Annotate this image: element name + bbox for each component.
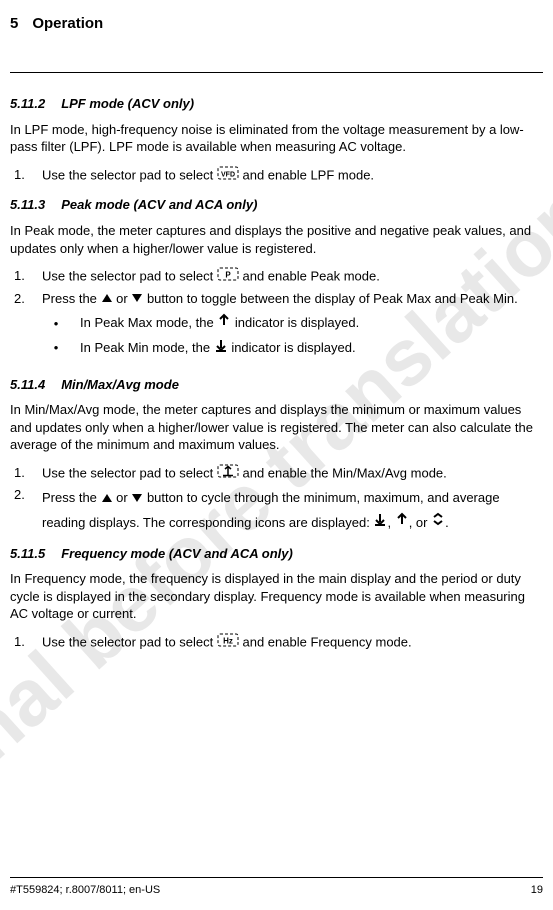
step-text: , xyxy=(387,515,394,530)
step-body: Press the or button to cycle through the… xyxy=(42,486,543,535)
step-text: . xyxy=(445,515,449,530)
header-rule xyxy=(10,72,543,73)
step-text: Use the selector pad to select xyxy=(42,466,217,481)
section-title: Frequency mode (ACV and ACA only) xyxy=(61,545,293,563)
step-number: 1. xyxy=(10,166,32,184)
step-text: or xyxy=(116,291,131,306)
step-text: , or xyxy=(409,515,431,530)
section-title: Min/Max/Avg mode xyxy=(61,376,179,394)
list-item: 1. Use the selector pad to select P and … xyxy=(10,267,543,288)
list-item: • In Peak Max mode, the indicator is dis… xyxy=(42,314,543,333)
step-body: Use the selector pad to select and enabl… xyxy=(42,464,543,485)
section-paragraph: In LPF mode, high-frequency noise is eli… xyxy=(10,121,543,156)
step-text: and enable LPF mode. xyxy=(243,168,375,183)
step-text: button to toggle between the display of … xyxy=(147,291,518,306)
down-triangle-icon xyxy=(131,290,143,308)
section-number: 5.11.3 xyxy=(10,196,45,214)
step-number: 1. xyxy=(10,633,32,651)
chapter-title: Operation xyxy=(32,14,103,34)
bullet-dot: • xyxy=(42,339,70,357)
up-triangle-icon xyxy=(101,487,113,510)
section-title: Peak mode (ACV and ACA only) xyxy=(61,196,257,214)
down-triangle-icon xyxy=(131,487,143,510)
bullet-text: In Peak Max mode, the xyxy=(80,315,217,330)
section-paragraph: In Min/Max/Avg mode, the meter captures … xyxy=(10,401,543,454)
section-heading-lpf: 5.11.2 LPF mode (ACV only) xyxy=(10,95,543,113)
section-paragraph: In Peak mode, the meter captures and dis… xyxy=(10,222,543,257)
step-text: Use the selector pad to select xyxy=(42,635,217,650)
bullet-list: • In Peak Max mode, the indicator is dis… xyxy=(42,314,543,358)
step-number: 2. xyxy=(10,290,32,308)
section-number: 5.11.2 xyxy=(10,95,45,113)
min-icon xyxy=(373,510,387,533)
doc-id: #T559824; r.8007/8011; en-US xyxy=(10,883,160,898)
step-text: or xyxy=(116,490,131,505)
chapter-number: 5 xyxy=(10,14,18,34)
list-item: 1. Use the selector pad to select VFD an… xyxy=(10,166,543,187)
svg-text:VFD: VFD xyxy=(221,171,235,178)
footer-rule xyxy=(10,877,543,878)
section-title: LPF mode (ACV only) xyxy=(61,95,194,113)
step-list: 1. Use the selector pad to select and en… xyxy=(10,464,543,535)
step-number: 1. xyxy=(10,267,32,285)
list-item: 2. Press the or button to toggle between… xyxy=(10,290,543,366)
bullet-text: indicator is displayed. xyxy=(231,340,355,355)
bullet-text: indicator is displayed. xyxy=(235,315,359,330)
hz-icon: Hz xyxy=(217,632,239,653)
list-item: • In Peak Min mode, the indicator is xyxy=(42,339,543,358)
peak-icon: P xyxy=(217,266,239,287)
section-heading-peak: 5.11.3 Peak mode (ACV and ACA only) xyxy=(10,196,543,214)
step-text: and enable Peak mode. xyxy=(243,269,380,284)
step-body: Use the selector pad to select Hz and en… xyxy=(42,633,543,654)
step-text: Press the xyxy=(42,490,101,505)
section-paragraph: In Frequency mode, the frequency is disp… xyxy=(10,570,543,623)
step-list: 1. Use the selector pad to select VFD an… xyxy=(10,166,543,187)
step-text: Press the xyxy=(42,291,101,306)
step-body: Press the or button to toggle between th… xyxy=(42,290,543,366)
step-body: Use the selector pad to select P and ena… xyxy=(42,267,543,288)
svg-text:Hz: Hz xyxy=(223,637,233,646)
peak-max-icon xyxy=(217,313,231,332)
bullet-body: In Peak Min mode, the indicator is displ… xyxy=(80,339,356,358)
step-list: 1. Use the selector pad to select Hz and… xyxy=(10,633,543,654)
up-triangle-icon xyxy=(101,290,113,308)
step-body: Use the selector pad to select VFD and e… xyxy=(42,166,543,187)
section-number: 5.11.5 xyxy=(10,545,45,563)
step-number: 2. xyxy=(10,486,32,504)
svg-text:P: P xyxy=(225,271,231,280)
bullet-dot: • xyxy=(42,315,70,333)
avg-icon xyxy=(431,510,445,533)
step-text: and enable Frequency mode. xyxy=(243,635,412,650)
step-text: Use the selector pad to select xyxy=(42,269,217,284)
section-heading-freq: 5.11.5 Frequency mode (ACV and ACA only) xyxy=(10,545,543,563)
page-footer: #T559824; r.8007/8011; en-US 19 xyxy=(10,883,543,898)
vfd-icon: VFD xyxy=(217,165,239,186)
chapter-header: 5 Operation xyxy=(10,14,543,72)
step-list: 1. Use the selector pad to select P and … xyxy=(10,267,543,366)
step-number: 1. xyxy=(10,464,32,482)
max-icon xyxy=(395,510,409,533)
minmaxavg-icon xyxy=(217,463,239,484)
step-text: and enable the Min/Max/Avg mode. xyxy=(243,466,447,481)
bullet-text: In Peak Min mode, the xyxy=(80,340,214,355)
peak-min-icon xyxy=(214,338,228,357)
step-text: Use the selector pad to select xyxy=(42,168,217,183)
section-heading-minmaxavg: 5.11.4 Min/Max/Avg mode xyxy=(10,376,543,394)
list-item: 2. Press the or button to cycle through … xyxy=(10,486,543,535)
list-item: 1. Use the selector pad to select and en… xyxy=(10,464,543,485)
bullet-body: In Peak Max mode, the indicator is displ… xyxy=(80,314,359,333)
page-number: 19 xyxy=(531,883,543,898)
list-item: 1. Use the selector pad to select Hz and… xyxy=(10,633,543,654)
section-number: 5.11.4 xyxy=(10,376,45,394)
page-content: 5 Operation 5.11.2 LPF mode (ACV only) I… xyxy=(10,14,543,654)
